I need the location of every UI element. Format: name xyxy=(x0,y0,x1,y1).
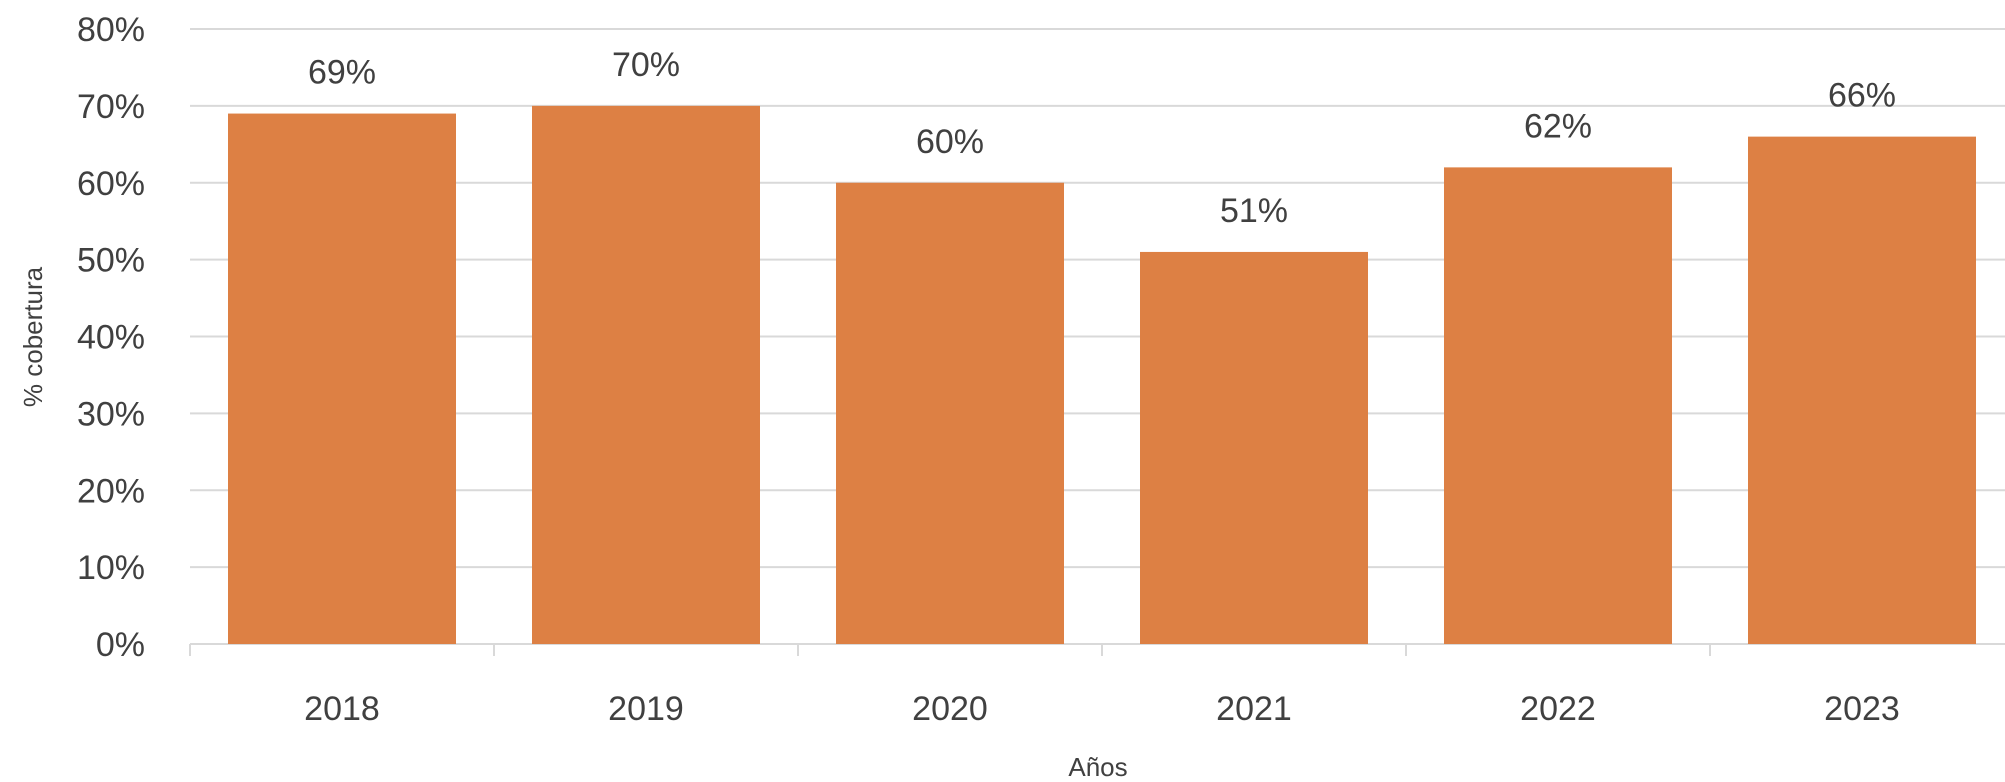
x-tick-label: 2022 xyxy=(1520,690,1596,728)
bar xyxy=(836,182,1064,644)
data-label: 66% xyxy=(1828,77,1896,115)
y-tick-label: 30% xyxy=(77,395,145,433)
x-tick-label: 2019 xyxy=(608,690,684,728)
bar xyxy=(1748,136,1976,644)
data-labels: 69% 70% 60% 51% 62% 66% xyxy=(308,46,1896,230)
bar xyxy=(1444,167,1672,644)
y-axis-title: % cobertura xyxy=(18,266,48,407)
bar xyxy=(1140,251,1368,644)
y-tick-label: 80% xyxy=(77,11,145,49)
x-axis-tick-marks xyxy=(189,644,1711,656)
data-label: 69% xyxy=(308,54,376,92)
x-tick-label: 2018 xyxy=(304,690,380,728)
data-label: 60% xyxy=(916,123,984,161)
x-tick-label: 2021 xyxy=(1216,690,1292,728)
y-tick-label: 10% xyxy=(77,549,145,587)
y-tick-label: 50% xyxy=(77,242,145,280)
x-axis-labels: 2018 2019 2020 2021 2022 2023 xyxy=(304,690,1900,728)
y-tick-label: 20% xyxy=(77,472,145,510)
y-tick-label: 0% xyxy=(96,626,145,664)
bars xyxy=(228,105,1976,644)
gridlines xyxy=(190,28,2005,569)
data-label: 70% xyxy=(612,46,680,84)
y-axis-ticks: 0% 10% 20% 30% 40% 50% 60% 70% 80% xyxy=(77,11,145,664)
x-tick-label: 2023 xyxy=(1824,690,1900,728)
data-label: 51% xyxy=(1220,192,1288,230)
data-label: 62% xyxy=(1524,107,1592,145)
y-tick-label: 60% xyxy=(77,165,145,203)
y-tick-label: 70% xyxy=(77,88,145,126)
y-tick-label: 40% xyxy=(77,319,145,357)
x-tick-label: 2020 xyxy=(912,690,988,728)
bar xyxy=(532,105,760,644)
x-axis-title: Años xyxy=(1068,752,1127,782)
bar xyxy=(228,113,456,644)
